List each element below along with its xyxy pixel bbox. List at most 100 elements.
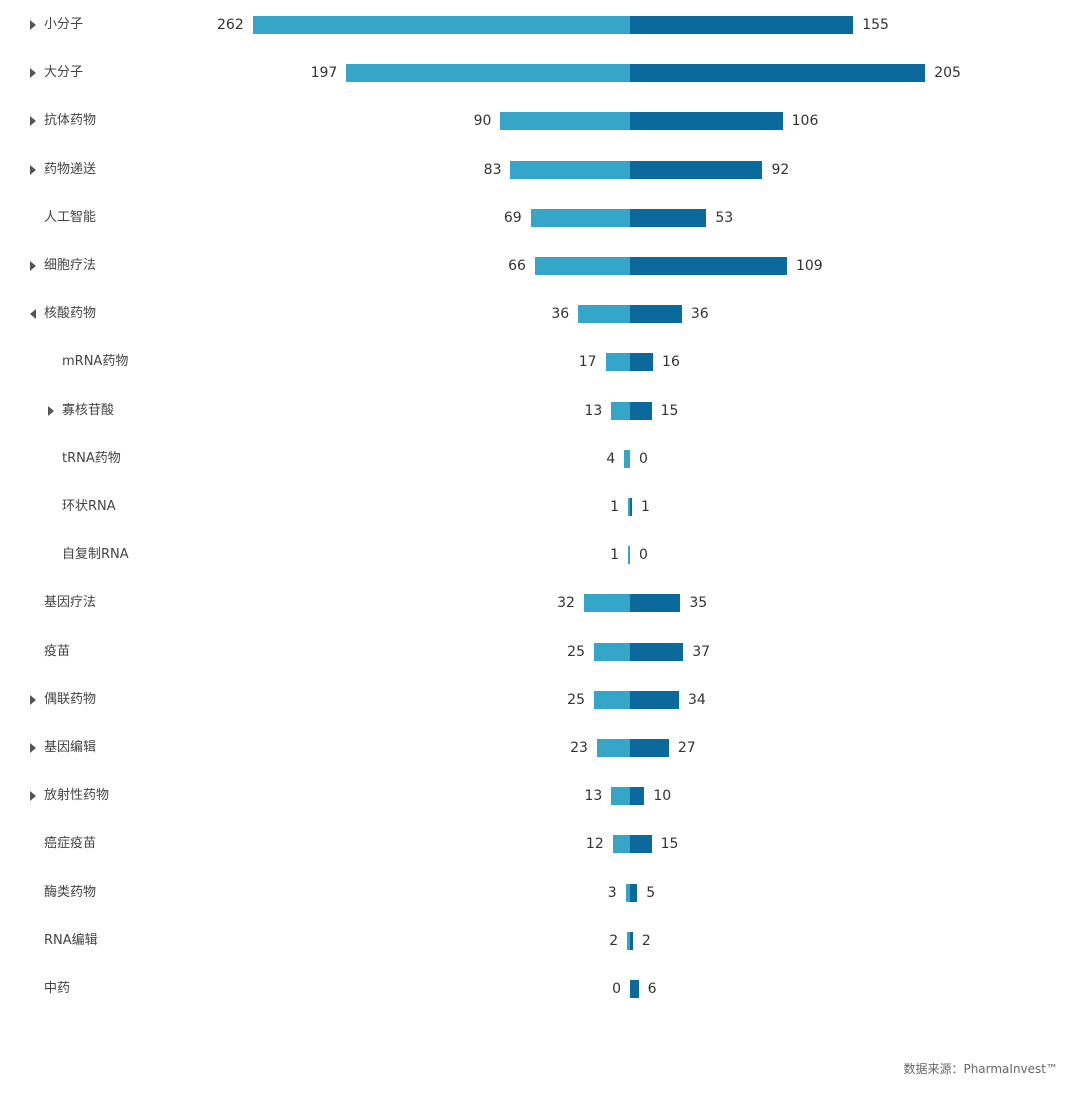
caret-right-icon <box>30 68 36 79</box>
expand-caret-icon[interactable] <box>27 788 39 804</box>
caret-right-icon <box>30 20 36 30</box>
value-label-left: 1 <box>610 547 619 564</box>
chart-row[interactable]: 寡核苷酸 13 15 <box>0 387 1080 435</box>
chart-row: 疫苗 25 37 <box>0 628 1080 676</box>
chart-row[interactable]: 偶联药物 25 34 <box>0 676 1080 724</box>
bar-right <box>630 64 926 83</box>
category-label: tRNA药物 <box>62 450 121 466</box>
chart-row[interactable]: 大分子 197 205 <box>0 49 1080 97</box>
bar-left <box>578 305 630 324</box>
value-label-left: 197 <box>310 65 338 82</box>
chart-row[interactable]: 放射性药物 13 10 <box>0 772 1080 820</box>
collapse-caret-icon[interactable] <box>27 306 39 322</box>
expand-caret-icon[interactable] <box>27 258 39 274</box>
value-label-left: 69 <box>503 209 522 226</box>
chart-row: tRNA药物 4 0 <box>0 435 1080 483</box>
value-label-left: 4 <box>606 450 616 467</box>
chart-row: 癌症疫苗 12 15 <box>0 820 1080 868</box>
bar-right <box>630 787 645 806</box>
bar-left <box>510 160 630 179</box>
bar-left <box>346 64 630 83</box>
category-label: 抗体药物 <box>44 113 97 129</box>
bar-right <box>630 835 652 854</box>
expand-caret-icon[interactable] <box>27 162 39 178</box>
value-label-left: 36 <box>551 306 570 323</box>
value-label-left: 25 <box>567 691 585 708</box>
bar-right <box>630 690 679 709</box>
bar-right <box>630 257 787 275</box>
category-label: 小分子 <box>44 17 84 32</box>
caret-right-icon <box>30 164 36 175</box>
category-label: 酶类药物 <box>44 884 97 900</box>
chart-row: 基因疗法 32 35 <box>0 579 1080 627</box>
bar-right <box>630 112 783 131</box>
bar-left <box>594 690 630 709</box>
bar-left <box>625 883 630 902</box>
value-label-right: 15 <box>660 836 679 853</box>
category-label: 人工智能 <box>44 209 97 225</box>
category-label: 癌症疫苗 <box>44 836 97 852</box>
category-label: 放射性药物 <box>44 788 110 804</box>
bar-left <box>605 353 630 372</box>
value-label-left: 1 <box>610 499 619 515</box>
category-label: 基因疗法 <box>44 595 97 611</box>
chart-row[interactable]: 小分子 262 155 <box>0 1 1080 49</box>
category-label: 偶联药物 <box>44 691 97 707</box>
bar-left <box>594 642 630 661</box>
expand-caret-icon[interactable] <box>27 113 39 129</box>
bar-right <box>630 642 684 661</box>
chart-row[interactable]: 抗体药物 90 106 <box>0 97 1080 145</box>
value-label-right: 1 <box>641 499 650 515</box>
value-label-left: 3 <box>607 884 617 901</box>
chart-row: mRNA药物 17 16 <box>0 338 1080 386</box>
value-label-right: 155 <box>862 17 889 33</box>
expand-caret-icon[interactable] <box>27 17 39 33</box>
caret-right-icon <box>30 791 36 802</box>
chart-row: 环状RNA 1 1 <box>0 483 1080 531</box>
value-label-left: 12 <box>585 836 604 853</box>
chart-row[interactable]: 基因编辑 23 27 <box>0 724 1080 772</box>
value-label-left: 17 <box>578 354 597 371</box>
expand-caret-icon[interactable] <box>27 740 39 756</box>
value-label-right: 15 <box>660 402 679 419</box>
chart-row: 自复制RNA 1 0 <box>0 531 1080 579</box>
bar-left <box>612 835 630 854</box>
value-label-right: 16 <box>662 354 680 371</box>
value-label-right: 0 <box>639 547 648 564</box>
category-label: 疫苗 <box>44 643 71 659</box>
value-label-right: 53 <box>715 209 734 226</box>
bar-right <box>630 353 654 372</box>
chart-row[interactable]: 细胞疗法 66 109 <box>0 242 1080 290</box>
value-label-right: 106 <box>791 113 819 130</box>
chart-row[interactable]: 核酸药物 36 36 <box>0 290 1080 338</box>
category-label: 核酸药物 <box>44 306 97 322</box>
bar-right <box>630 498 632 516</box>
category-label: 寡核苷酸 <box>62 402 115 418</box>
expand-caret-icon[interactable] <box>45 403 57 419</box>
chart-row[interactable]: 药物递送 83 92 <box>0 146 1080 194</box>
value-label-right: 109 <box>795 258 823 274</box>
value-label-right: 36 <box>690 306 709 323</box>
category-label: 自复制RNA <box>62 547 129 563</box>
value-label-right: 35 <box>689 595 708 612</box>
bar-right <box>630 931 633 950</box>
caret-right-icon <box>30 694 36 705</box>
bar-right <box>630 16 854 34</box>
bar-left <box>628 546 630 565</box>
bar-left <box>500 112 630 131</box>
expand-caret-icon[interactable] <box>27 692 39 708</box>
caret-right-icon <box>30 743 36 753</box>
chart-row: 人工智能 69 53 <box>0 194 1080 242</box>
value-label-left: 66 <box>508 258 526 274</box>
bar-left <box>534 257 630 275</box>
bar-left <box>624 449 630 468</box>
chart-row: 中药 0 6 <box>0 965 1080 1013</box>
value-label-left: 25 <box>567 643 585 660</box>
value-label-left: 23 <box>570 740 588 756</box>
value-label-right: 2 <box>641 932 651 949</box>
caret-right-icon <box>30 116 36 127</box>
value-label-right: 0 <box>639 450 648 467</box>
bar-left <box>530 208 630 227</box>
expand-caret-icon[interactable] <box>27 65 39 81</box>
value-label-right: 5 <box>646 884 656 901</box>
